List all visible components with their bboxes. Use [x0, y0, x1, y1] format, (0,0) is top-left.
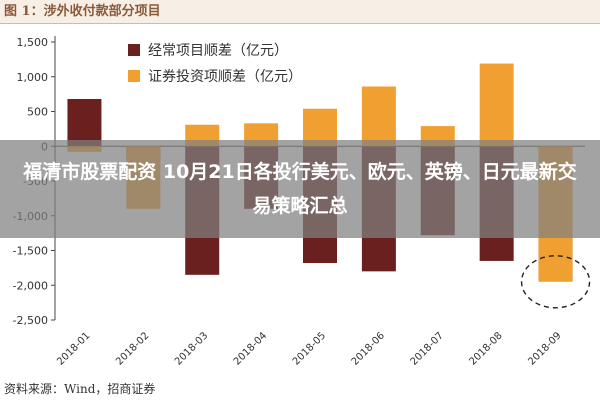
- highlight-circle: [520, 255, 591, 309]
- bar-series2-2018-05: [303, 108, 337, 147]
- legend: 经常项目顺差（亿元） 证券投资项顺差（亿元）: [128, 43, 302, 85]
- y-tick-label: -2,500: [13, 314, 48, 327]
- headline-banner: 福清市股票配资 10月21日各投行美元、欧元、英镑、日元最新交易策略汇总: [0, 140, 600, 238]
- y-tick-label: 1,000: [17, 71, 49, 84]
- source-note: 资料来源：Wind，招商证券: [4, 382, 156, 396]
- x-tick-label: 2018-02: [114, 330, 151, 367]
- x-tick-label: 2018-05: [291, 330, 328, 367]
- y-tick-label: 500: [27, 106, 48, 119]
- x-tick-labels: 2018-01 2018-02 2018-03 2018-04 2018-05 2018-…: [55, 330, 563, 367]
- y-tick-label: -2,000: [13, 279, 48, 292]
- legend-label-2: 证券投资项顺差（亿元）: [148, 69, 302, 85]
- y-tick-label: 1,500: [17, 36, 49, 49]
- y-tick-label: -1,500: [13, 245, 48, 258]
- legend-label-1: 经常项目顺差（亿元）: [148, 43, 288, 59]
- x-tick-label: 2018-06: [350, 330, 387, 367]
- legend-swatch-2: [128, 70, 140, 82]
- x-tick-label: 2018-03: [173, 330, 210, 367]
- bar-series1-2018-01: [67, 98, 102, 147]
- headline-text: 福清市股票配资 10月21日各投行美元、欧元、英镑、日元最新交易策略汇总: [23, 161, 577, 217]
- bar-series2-2018-06: [361, 86, 396, 147]
- x-tick-label: 2018-04: [232, 330, 269, 367]
- x-tick-label: 2018-08: [467, 330, 504, 367]
- legend-swatch-1: [128, 44, 140, 56]
- x-tick-label: 2018-01: [55, 330, 92, 367]
- x-tick-label: 2018-07: [409, 330, 446, 367]
- x-tick-label: 2018-09: [526, 330, 563, 367]
- bar-series2-2018-08: [479, 63, 514, 147]
- figure-title: 图 1：涉外收付款部分项目: [0, 0, 600, 24]
